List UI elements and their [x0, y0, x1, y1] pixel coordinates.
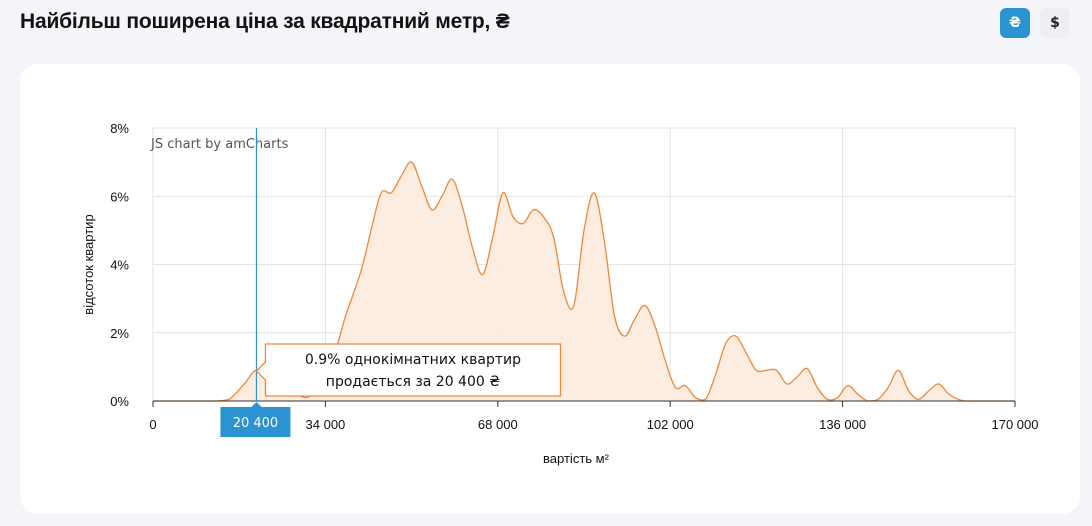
x-axis-title: вартість м² [543, 451, 610, 466]
header: Найбільш поширена ціна за квадратний мет… [0, 0, 1092, 52]
cursor-x-label-pointer [251, 402, 262, 407]
x-tick-label: 68 000 [478, 417, 518, 432]
amcharts-credit-link[interactable]: JS chart by amCharts [150, 137, 289, 152]
cursor-x-label: 20 400 [233, 416, 279, 431]
y-axis-title: відсоток квартир [81, 214, 96, 314]
cursor-x-label-box [220, 407, 291, 437]
page-title: Найбільш поширена ціна за квадратний мет… [20, 10, 510, 33]
y-tick-label: 0% [110, 394, 129, 409]
y-tick-label: 4% [110, 258, 129, 273]
tooltip-box [255, 343, 562, 397]
series-line [152, 161, 1015, 402]
y-tick-label: 6% [110, 189, 129, 204]
x-tick-label: 0 [149, 417, 156, 432]
x-tick-label: 170 000 [992, 417, 1039, 432]
chart-card: 0% 2% 4% 6% 8% 0 34 000 68 000 102 000 136 000 170… [20, 64, 1080, 514]
currency-usd-button[interactable]: $ [1040, 8, 1070, 38]
x-tick-label: 34 000 [306, 417, 346, 432]
y-tick-label: 2% [110, 326, 129, 341]
currency-switch: ₴ $ [1000, 8, 1070, 38]
currency-uah-button[interactable]: ₴ [1000, 8, 1030, 38]
tooltip-line-2: продається за 20 400 ₴ [326, 374, 500, 390]
tooltip-line-1: 0.9% однокімнатних квартир [305, 352, 521, 368]
y-tick-label: 8% [110, 121, 129, 136]
x-tick-label: 102 000 [647, 417, 694, 432]
series-area [153, 161, 1015, 401]
x-tick-label: 136 000 [819, 417, 866, 432]
price-distribution-chart[interactable]: 0% 2% 4% 6% 8% 0 34 000 68 000 102 000 136 000 170… [20, 64, 1080, 514]
